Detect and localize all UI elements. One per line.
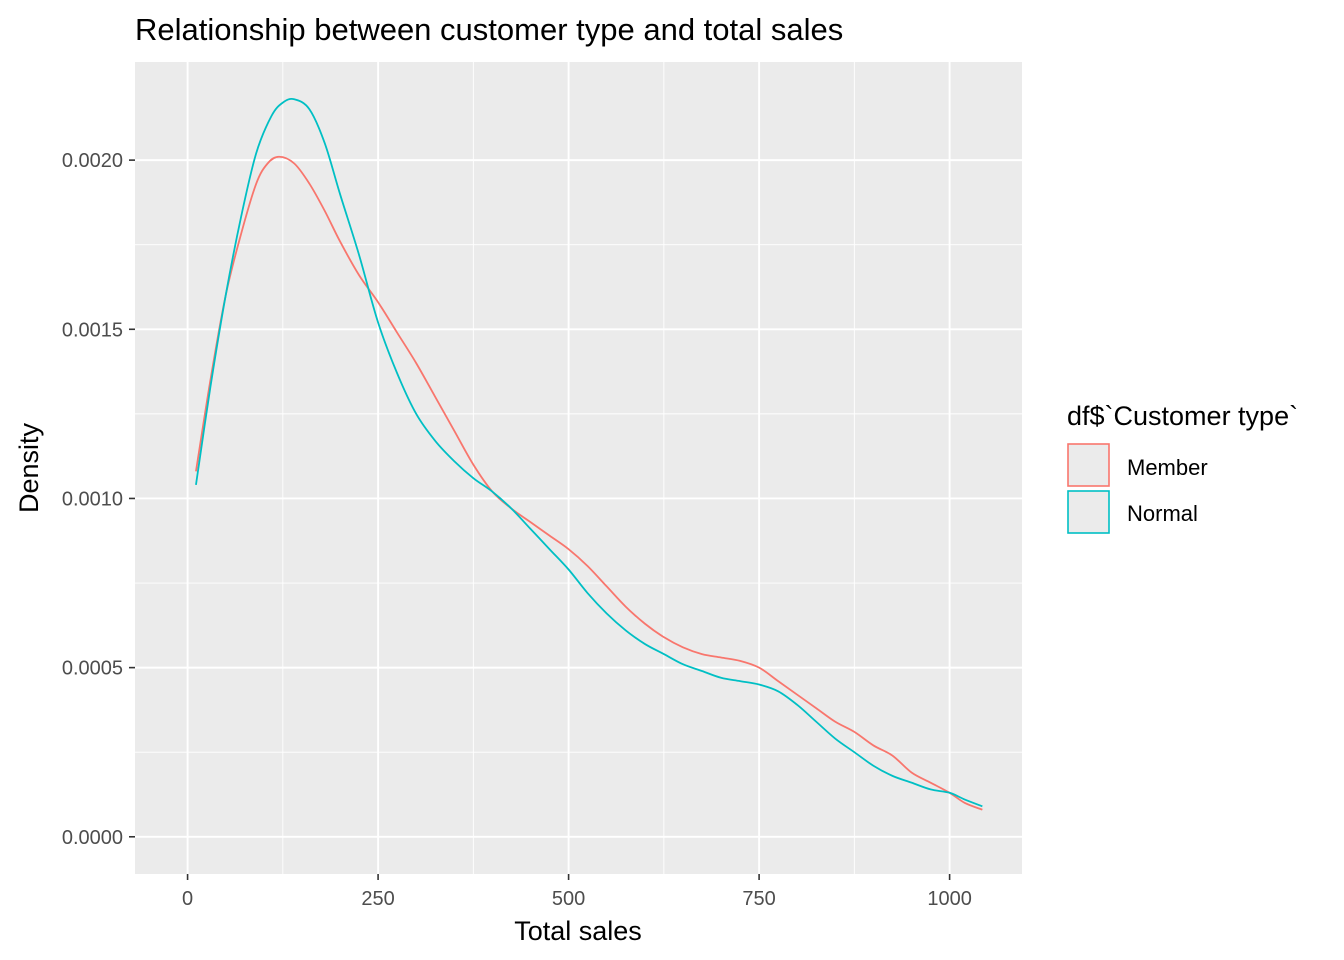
x-axis-title: Total sales: [514, 916, 642, 946]
x-axis-ticks: 0 250 500 750 1000: [182, 874, 972, 910]
y-tick-label: 0.0015: [62, 319, 123, 341]
legend-title: df$`Customer type`: [1067, 401, 1298, 431]
legend-label-normal: Normal: [1127, 501, 1198, 526]
y-axis-ticks: 0.0000 0.0005 0.0010 0.0015 0.0020: [62, 150, 135, 849]
chart-title: Relationship between customer type and t…: [135, 12, 843, 47]
series-layer: [195, 97, 983, 811]
major-grid: [135, 62, 1022, 874]
y-tick-label: 0.0000: [62, 827, 123, 849]
x-tick-label: 500: [552, 888, 585, 910]
density-line-normal: [195, 97, 983, 808]
x-tick-label: 250: [361, 888, 394, 910]
density-line-member: [195, 155, 983, 811]
y-tick-label: 0.0020: [62, 150, 123, 172]
legend-label-member: Member: [1127, 455, 1208, 480]
x-tick-label: 1000: [927, 888, 972, 910]
legend: df$`Customer type` Member Normal: [1067, 401, 1298, 534]
y-axis-title: Density: [14, 422, 44, 513]
legend-key-normal: [1067, 490, 1110, 534]
x-tick-label: 750: [742, 888, 775, 910]
y-tick-label: 0.0010: [62, 488, 123, 510]
legend-key-member: [1067, 443, 1110, 487]
x-tick-label: 0: [182, 888, 193, 910]
y-tick-label: 0.0005: [62, 658, 123, 680]
